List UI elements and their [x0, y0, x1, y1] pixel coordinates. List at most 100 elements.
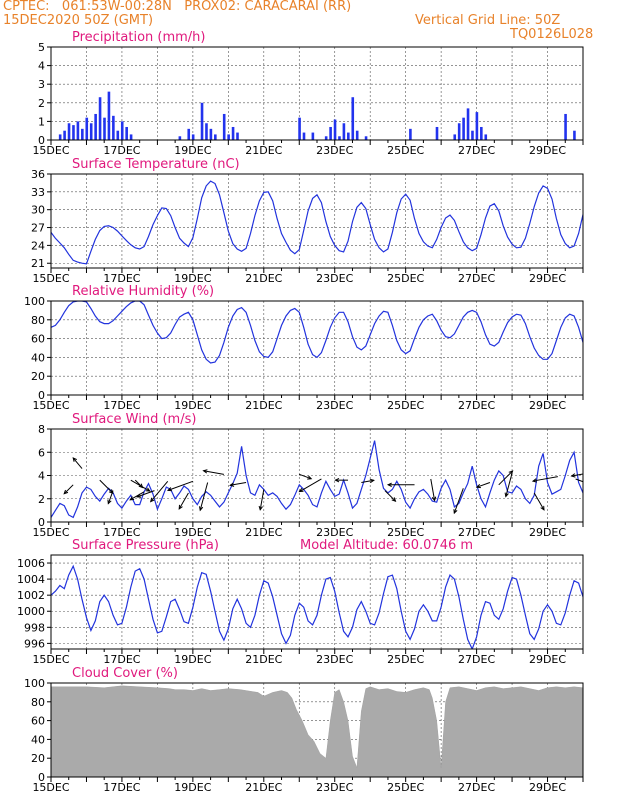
rh-series [51, 301, 583, 364]
pres-line [51, 564, 583, 649]
wind-ytick-label: 0 [38, 516, 45, 529]
precip-bar [409, 128, 412, 140]
wind-ytick-label: 8 [38, 423, 45, 436]
precip-bar [94, 113, 97, 140]
rh-xtick-label: 25DEC [387, 399, 424, 412]
pres-title: Surface Pressure (hPa) [72, 538, 219, 553]
pres-ytick-label: 996 [24, 637, 45, 650]
wind-vector-head [199, 506, 204, 512]
wind-xtick-label: 15DEC [32, 526, 69, 539]
precip-bar [435, 126, 439, 140]
wind-vector [604, 480, 618, 491]
temp-frame [50, 173, 584, 269]
header-datetime: 15DEC2020 50Z (GMT) [3, 13, 154, 28]
rh-xtick-label: 21DEC [245, 399, 282, 412]
precip-bar [89, 123, 93, 140]
wind-vector-head [202, 469, 208, 474]
temp-ytick-label: 36 [31, 168, 45, 181]
precip-bar [453, 134, 457, 140]
cloud-ytick-label: 40 [31, 733, 45, 746]
wind-vector [72, 457, 83, 469]
precip-xtick-label: 21DEC [245, 144, 282, 157]
rh-frame [50, 300, 584, 396]
temp-ytick-label: 24 [31, 239, 45, 252]
wind-vector-head [178, 504, 183, 510]
precip-bar [103, 117, 106, 140]
precip-bar [85, 117, 89, 140]
wind-vector-head [258, 505, 263, 511]
precip-bar [107, 91, 111, 140]
precip-bar [311, 132, 315, 140]
wind-vector [259, 489, 265, 510]
precip-bar [58, 134, 62, 140]
cloud-xtick-label: 27DEC [458, 781, 495, 794]
precip-bar [67, 123, 71, 140]
temp-xtick-label: 25DEC [387, 272, 424, 285]
cloud-ytick-label: 20 [31, 752, 45, 765]
cloud-xtick-label: 23DEC [316, 781, 353, 794]
precip-bar [200, 102, 204, 140]
pres-xtick-label: 25DEC [387, 653, 424, 666]
precip-bar [595, 121, 598, 140]
precip-ytick-label: 4 [38, 60, 45, 73]
rh-ytick-label: 40 [31, 351, 45, 364]
wind-vector [299, 478, 322, 493]
precip-bar [72, 125, 75, 140]
wind-vector [203, 470, 224, 475]
precip-bar [178, 136, 182, 140]
precip-xtick-label: 17DEC [103, 144, 140, 157]
wind-vector-head [540, 505, 545, 511]
header-station: CPTEC: 061:53W-00:28N PROX02: CARACARAI … [3, 0, 352, 14]
wind-vector [129, 491, 145, 501]
wind-ytick-label: 4 [38, 470, 45, 483]
temp-xtick-label: 29DEC [529, 272, 566, 285]
wind-title: Surface Wind (m/s) [72, 412, 196, 427]
precip-xtick-label: 23DEC [316, 144, 353, 157]
rh-ytick-label: 80 [31, 314, 45, 327]
pres-ytick-label: 1006 [17, 557, 45, 570]
cloud-xtick-label: 25DEC [387, 781, 424, 794]
precip-xtick-label: 29DEC [529, 144, 566, 157]
rh-title: Relative Humidity (%) [72, 284, 214, 299]
pres-xtick-label: 15DEC [32, 653, 69, 666]
wind-vector-head [145, 487, 151, 492]
pres-ytick-label: 1004 [17, 573, 45, 586]
cloud-xtick-label: 29DEC [529, 781, 566, 794]
temp-xtick-label: 21DEC [245, 272, 282, 285]
precip-bar [81, 128, 84, 140]
pres-xtick-label: 19DEC [174, 653, 211, 666]
precip-bar [457, 123, 461, 140]
precip-bar [298, 117, 301, 140]
temp-ytick-label: 27 [31, 222, 45, 235]
wind-xtick-label: 25DEC [387, 526, 424, 539]
precip-bar [76, 121, 80, 140]
precip-bar [351, 97, 355, 140]
precip-bar [125, 126, 128, 140]
wind-vector [453, 488, 464, 514]
rh-xtick-label: 17DEC [103, 399, 140, 412]
cloud-ytick-label: 60 [31, 715, 45, 728]
precip-title: Precipitation (mm/h) [72, 30, 205, 45]
precip-bar [236, 132, 239, 140]
precip-bar [63, 130, 66, 140]
wind-vector [361, 479, 374, 483]
precip-bar [116, 130, 120, 140]
cloud-ytick-label: 0 [38, 771, 45, 784]
rh-ytick-label: 20 [31, 370, 45, 383]
wind-vector [571, 473, 583, 477]
wind-vector [384, 490, 396, 502]
precip-bar [591, 125, 594, 140]
temp-xtick-label: 17DEC [103, 272, 140, 285]
precip-xtick-label: 27DEC [458, 144, 495, 157]
wind-vector-head [166, 487, 173, 492]
precip-xtick-label: 15DEC [32, 144, 69, 157]
precip-bar [462, 117, 465, 140]
precip-bar [338, 136, 341, 140]
rh-ytick-label: 100 [24, 295, 45, 308]
wind-vector [230, 481, 247, 486]
wind-vector-head [604, 488, 608, 491]
pres-subtitle: Model Altitude: 60.0746 m [300, 538, 473, 553]
wind-vector-head [63, 489, 69, 495]
wind-xtick-label: 19DEC [174, 526, 211, 539]
cloud-xtick-label: 19DEC [174, 781, 211, 794]
